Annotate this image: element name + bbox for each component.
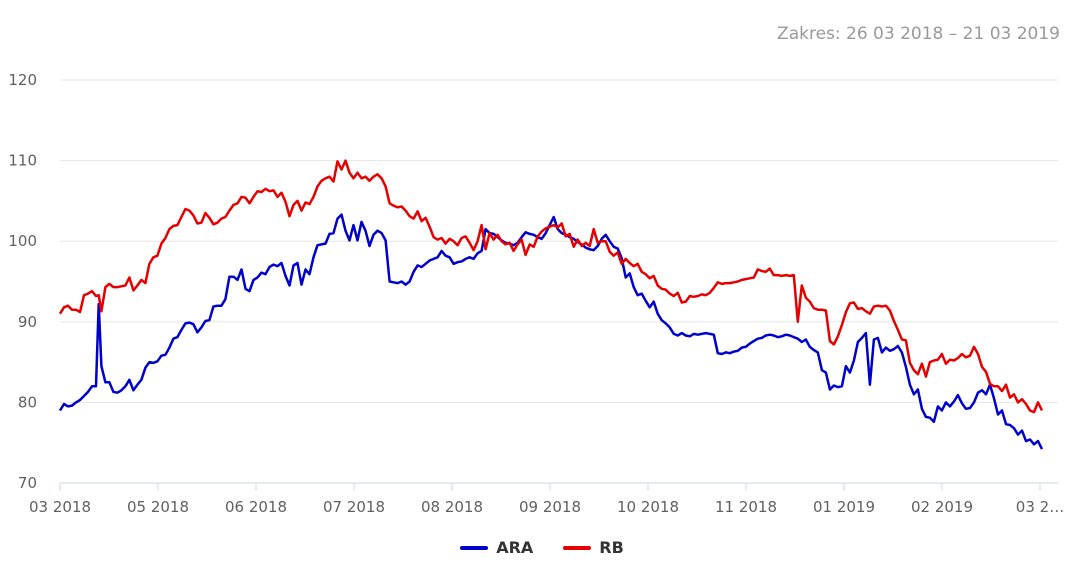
grid-lines [60, 79, 1058, 484]
series-line-ara [58, 213, 1044, 450]
x-tick-label: 10 2018 [617, 498, 679, 516]
x-tick-label: 11 2018 [715, 498, 777, 516]
y-tick-label: 100 [8, 232, 37, 250]
line-chart: 70 80 90 100 110 120 03 2018 05 2018 06 2018 07 … [8, 71, 1064, 516]
x-tick-label: 06 2018 [225, 498, 287, 516]
legend-swatch-rb [563, 545, 592, 550]
legend: ARA RB [0, 538, 1084, 557]
legend-label-ara: ARA [496, 538, 534, 557]
x-tick-label: 03 2018 [29, 498, 91, 516]
legend-item-rb[interactable]: RB [563, 538, 624, 557]
date-range-label: Zakres: 26 03 2018 – 21 03 2019 [777, 24, 1060, 44]
legend-swatch-ara [460, 545, 489, 550]
y-tick-label: 110 [8, 152, 37, 170]
legend-item-ara[interactable]: ARA [460, 538, 533, 557]
x-tick-label: 09 2018 [519, 498, 581, 516]
y-tick-label: 120 [8, 71, 37, 89]
x-tick-label: 05 2018 [127, 498, 189, 516]
legend-label-rb: RB [599, 538, 624, 557]
y-tick-label: 70 [18, 474, 37, 492]
x-tick-label: 03 2… [1016, 498, 1064, 516]
x-tick-label: 01 2019 [813, 498, 875, 516]
x-axis: 03 2018 05 2018 06 2018 07 2018 08 2018 09 20… [29, 483, 1064, 516]
y-tick-label: 90 [18, 313, 37, 331]
series-lines [58, 159, 1044, 450]
x-tick-label: 02 2019 [911, 498, 973, 516]
y-tick-label: 80 [18, 393, 37, 411]
series-line-rb [58, 159, 1044, 414]
x-tick-label: 08 2018 [421, 498, 483, 516]
y-axis: 70 80 90 100 110 120 [8, 71, 37, 492]
x-tick-label: 07 2018 [323, 498, 385, 516]
